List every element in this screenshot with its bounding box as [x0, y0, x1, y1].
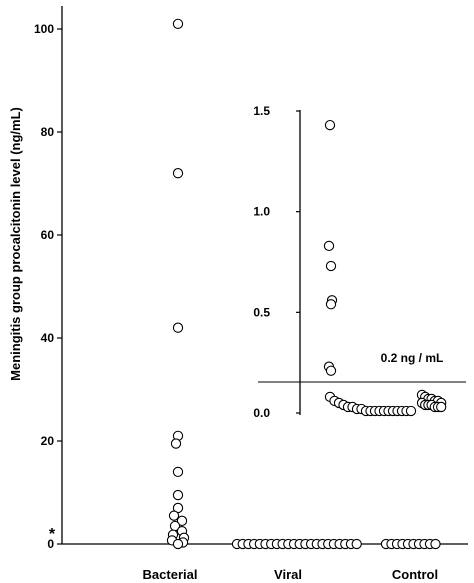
- inset-data-point-viral: [325, 365, 337, 376]
- y-tick-label: 20: [41, 434, 55, 448]
- inset-y-tick-label: 0.5: [253, 305, 270, 319]
- inset-data-point-viral: [405, 405, 417, 417]
- y-tick-label: 60: [41, 228, 55, 242]
- data-point-bacterial: [176, 515, 188, 526]
- data-point-viral: [351, 538, 362, 550]
- inset-y-tick-label: 1.0: [253, 205, 270, 219]
- data-point-bacterial: [172, 538, 184, 550]
- data-point-control: [430, 538, 441, 550]
- threshold-label: 0.2 ng / mL: [381, 351, 444, 365]
- main-plot: Meningitis group procalcitonin level (ng…: [8, 6, 468, 582]
- inset-data-point-viral: [325, 299, 337, 310]
- data-point-bacterial: [170, 438, 182, 449]
- inset-data-point-viral: [324, 119, 336, 131]
- data-point-bacterial: [172, 322, 184, 333]
- x-category-label-viral: Viral: [274, 567, 302, 582]
- significance-marker: *: [49, 526, 56, 543]
- inset-plot: 0.2 ng / mL 0.0 0.5 1.0 1.5: [253, 104, 466, 420]
- data-point-bacterial: [172, 489, 184, 501]
- y-tick-label: 40: [41, 331, 55, 345]
- data-point-bacterial: [172, 18, 184, 29]
- y-tick-label: 80: [41, 125, 55, 139]
- inset-data-point-viral: [323, 240, 335, 252]
- inset-y-tick-label: 0.0: [253, 406, 270, 420]
- x-category-label-control: Control: [392, 567, 438, 582]
- data-point-bacterial: [168, 510, 180, 521]
- y-axis-title: Meningitis group procalcitonin level (ng…: [8, 107, 23, 381]
- data-point-bacterial: [172, 466, 184, 478]
- y-tick-label: 100: [34, 22, 54, 36]
- x-category-label-bacterial: Bacterial: [143, 567, 198, 582]
- data-point-bacterial: [172, 168, 184, 179]
- inset-y-tick-label: 1.5: [253, 104, 270, 118]
- inset-data-point-control: [436, 401, 447, 413]
- inset-data-point-viral: [325, 260, 337, 272]
- y-tick-label: 0: [47, 537, 54, 551]
